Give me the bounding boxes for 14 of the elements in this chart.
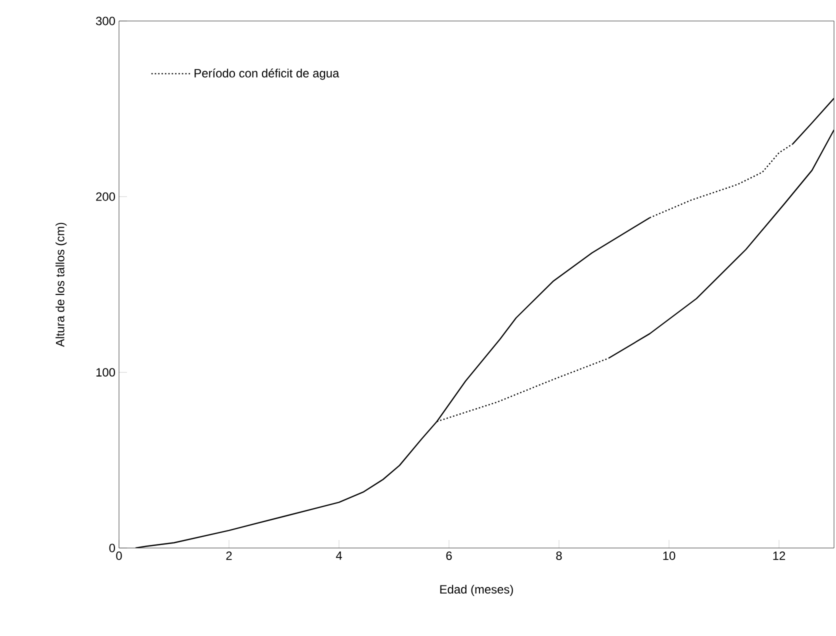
- y-tick-label: 200: [96, 192, 116, 201]
- x-tick-label: 12: [773, 552, 786, 560]
- x-axis-title: Edad (meses): [440, 584, 513, 596]
- x-tick-label: 4: [336, 552, 342, 560]
- y-axis-title: Altura de los tallos (cm): [56, 222, 67, 347]
- x-tick-label: 2: [226, 552, 232, 560]
- x-tick-label: 8: [556, 552, 562, 560]
- y-tick-label: 0: [109, 544, 116, 552]
- y-tick-label: 300: [96, 16, 116, 26]
- x-tick-label: 6: [446, 552, 452, 560]
- x-tick-label: 0: [116, 552, 122, 560]
- x-tick-label: 10: [663, 552, 676, 560]
- legend-label: Período con déficit de agua: [194, 68, 340, 80]
- y-tick-label: 100: [96, 368, 116, 377]
